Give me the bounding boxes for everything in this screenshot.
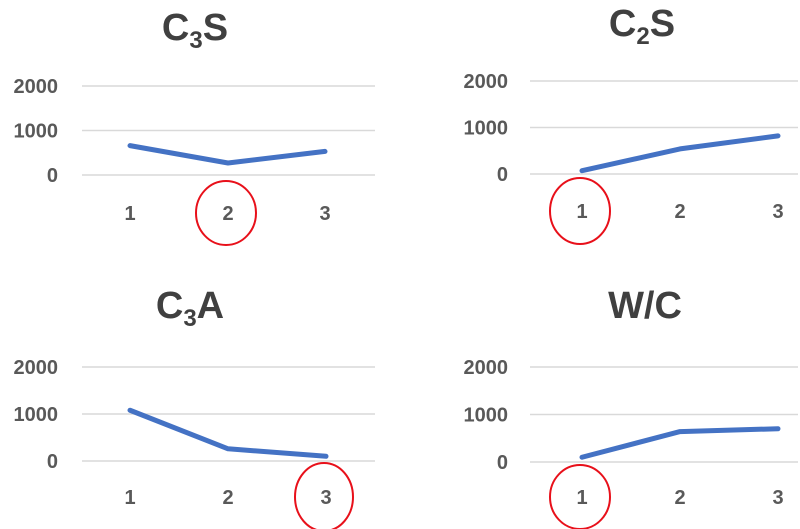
- chart-title: W/C: [608, 285, 682, 327]
- highlight-circle: [195, 180, 257, 246]
- chart-title-subscript: 2: [636, 23, 649, 50]
- x-tick-label: 2: [674, 487, 685, 509]
- y-tick-label: 0: [47, 451, 58, 473]
- chart-title-subscript: 3: [183, 305, 196, 332]
- y-tick-label: 1000: [14, 404, 59, 426]
- y-tick-label: 0: [47, 165, 58, 187]
- x-tick-label: 1: [576, 201, 587, 223]
- chart-panel: W/C 2000 1000 0 1 2 3: [464, 285, 798, 529]
- y-tick-label: 1000: [464, 118, 509, 140]
- chart-title: C2S: [609, 3, 675, 50]
- x-tick-label: 2: [674, 201, 685, 223]
- chart-title-main: C: [609, 3, 636, 45]
- highlight-circle: [294, 462, 354, 529]
- y-tick-label: 1000: [464, 405, 509, 427]
- y-tick-label: 0: [497, 452, 508, 474]
- chart-title-tail: S: [203, 7, 228, 49]
- x-tick-label: 3: [772, 201, 783, 223]
- chart-title-main: C: [156, 285, 183, 327]
- chart-title-subscript: 3: [189, 27, 202, 54]
- x-tick-label: 2: [222, 487, 233, 509]
- x-tick-label: 1: [124, 203, 135, 225]
- y-tick-label: 0: [497, 164, 508, 186]
- y-tick-label: 2000: [464, 71, 509, 93]
- chart-title: C3S: [162, 7, 228, 54]
- highlight-circle: [549, 464, 611, 529]
- y-tick-label: 2000: [464, 357, 509, 379]
- x-tick-label: 3: [319, 203, 330, 225]
- chart-title-tail: S: [650, 3, 675, 45]
- x-tick-label: 3: [320, 487, 331, 509]
- series-line: [127, 143, 328, 166]
- y-tick-label: 2000: [14, 76, 59, 98]
- y-tick-label: 1000: [14, 121, 59, 143]
- x-tick-label: 1: [576, 487, 587, 509]
- x-tick-label: 1: [124, 487, 135, 509]
- x-tick-label: 3: [772, 487, 783, 509]
- chart-title-main: C: [162, 7, 189, 49]
- chart-title-main: W/C: [608, 285, 682, 327]
- series-line: [127, 407, 329, 459]
- series-line: [579, 133, 781, 174]
- series-line: [579, 426, 781, 460]
- highlight-circle: [549, 177, 611, 245]
- x-tick-label: 2: [222, 203, 233, 225]
- chart-title: C3A: [156, 285, 224, 332]
- chart-title-tail: A: [197, 285, 224, 327]
- y-tick-label: 2000: [14, 357, 59, 379]
